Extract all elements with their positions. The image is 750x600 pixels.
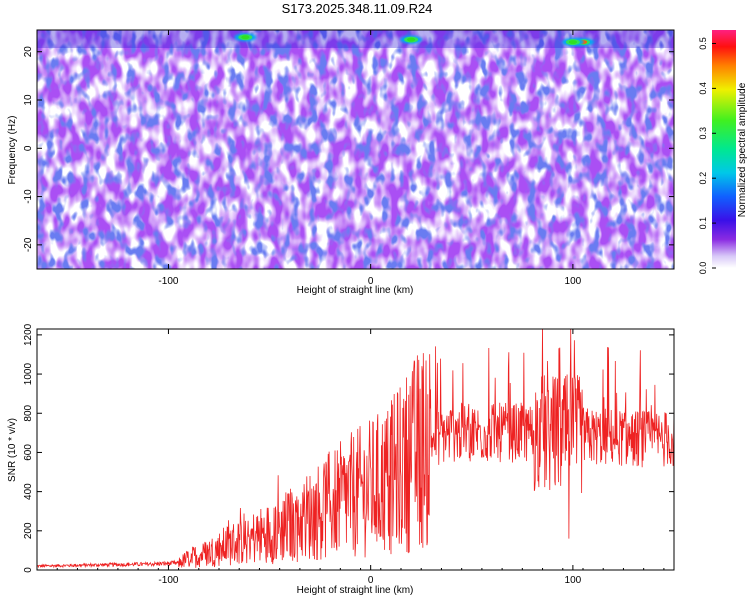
spectrogram-ytick-label: -10 xyxy=(23,189,34,204)
snr-ytick-label: 400 xyxy=(23,483,34,500)
spectrogram-ytick-label: -20 xyxy=(23,237,34,252)
snr-xtick-label: 0 xyxy=(368,575,374,586)
colorbar-tick-label: 0.1 xyxy=(698,217,708,230)
hotspot-core xyxy=(241,35,250,40)
spectrogram-ylabel: Frequency (Hz) xyxy=(7,116,18,185)
spectrogram-ytick-label: 10 xyxy=(23,94,34,106)
snr-xlabel: Height of straight line (km) xyxy=(297,585,414,596)
snr-frame xyxy=(36,328,675,571)
spectrogram-xtick-label: 100 xyxy=(565,276,582,287)
colorbar-tick-label: 0.5 xyxy=(698,37,708,50)
hotspot-core xyxy=(568,40,577,45)
hotspot-core xyxy=(407,37,416,42)
spectrogram-top-band xyxy=(37,30,674,48)
snr-xtick-label: 100 xyxy=(565,575,582,586)
colorbar-gradient xyxy=(712,30,736,268)
spectrogram-xtick-label: 0 xyxy=(368,276,374,287)
snr-ylabel: SNR (10 * v/v) xyxy=(7,418,18,482)
colorbar-tick-label: 0.2 xyxy=(698,172,708,185)
colorbar-tick-label: 0.0 xyxy=(698,262,708,275)
colorbar-tick-label: 0.4 xyxy=(698,82,708,95)
spectrogram-xlabel: Height of straight line (km) xyxy=(297,285,414,296)
colorbar: 0.0 0.1 0.2 0.3 0.4 0.5 Normalized spectral a… xyxy=(698,30,748,274)
snr-xtick-label: -100 xyxy=(158,575,178,586)
snr-ytick-label: 1200 xyxy=(23,323,34,346)
snr-ytick-label: 0 xyxy=(23,567,34,573)
spectrogram-xtick-label: -100 xyxy=(158,276,178,287)
chart-title: S173.2025.348.11.09.R24 xyxy=(282,1,433,16)
snr-ytick-label: 800 xyxy=(23,404,34,421)
spectrogram-ytick-label: 0 xyxy=(23,145,34,151)
colorbar-label: Normalized spectral amplitude xyxy=(737,82,748,217)
spectrogram-frame xyxy=(36,29,675,270)
snr-ytick-label: 1000 xyxy=(23,363,34,386)
snr-series-line xyxy=(37,329,674,569)
snr-ytick-label: 600 xyxy=(23,444,34,461)
colorbar-tick-label: 0.3 xyxy=(698,127,708,140)
spectrogram-ytick-label: 20 xyxy=(23,46,34,58)
snr-ytick-label: 200 xyxy=(23,522,34,539)
spectrogram-field xyxy=(37,30,674,269)
